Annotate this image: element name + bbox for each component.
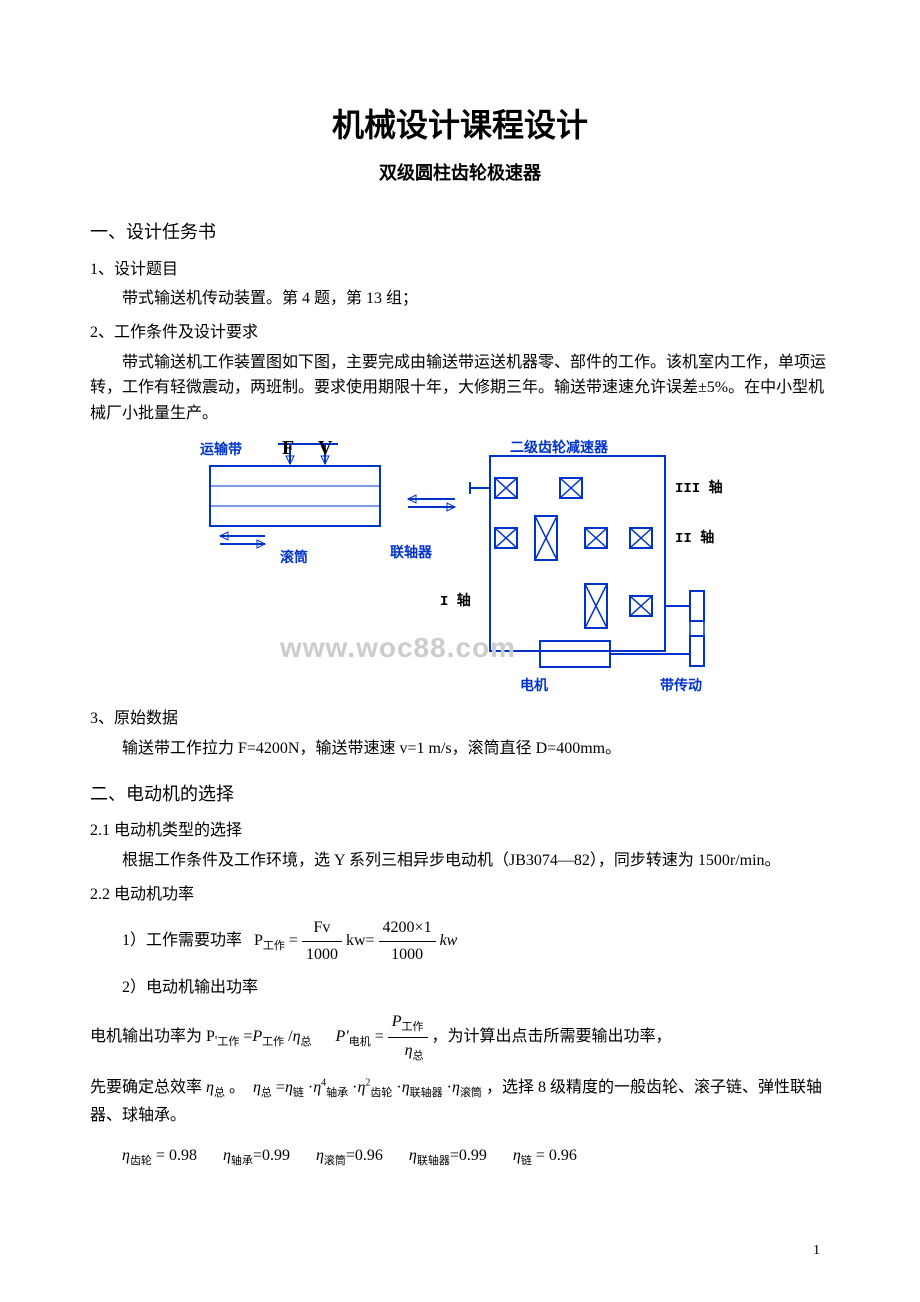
item-1-text: 带式输送机传动装置。第 4 题，第 13 组；: [90, 286, 830, 312]
f1-unit: kw: [346, 932, 366, 949]
eta-values: η齿轮 = 0.98 η轴承=0.99 η滚筒=0.96 η联轴器=0.99 η…: [122, 1143, 830, 1171]
f2-sub4: 电机: [349, 1036, 371, 1048]
f2-text-b: ，为计算出点击所需要输出功率，: [432, 1028, 672, 1045]
f3-drum: 滚筒: [460, 1088, 482, 1100]
label-coupling: 联轴器: [390, 541, 432, 563]
f1-den2: 1000: [379, 942, 436, 968]
item-3-text: 输送带工作拉力 F=4200N，输送带速速 v=1 m/s，滚筒直径 D=400…: [90, 736, 830, 762]
f2-sub1: 工作: [217, 1036, 239, 1048]
f3-sub-total: 总: [214, 1088, 225, 1100]
f3-period: 。: [229, 1079, 245, 1096]
f2-sub5: 工作: [402, 1021, 424, 1033]
formula-2-label: 2）电动机输出功率: [122, 975, 830, 1001]
item-3-label: 3、原始数据: [90, 706, 830, 732]
label-reducer: 二级齿轮减速器: [510, 436, 608, 458]
formula-2-body: 电机输出功率为 P'工作 =P工作 /η总 P'电机 = P工作 η总 ，为计算…: [90, 1009, 830, 1066]
formula-3-body: 先要确定总效率 η总 。 η总 =η链 ·η4轴承 ·η2齿轮 ·η联轴器 ·η…: [90, 1075, 830, 1128]
eta-gear-val: 0.98: [169, 1147, 197, 1164]
f1-lhs: P: [254, 932, 263, 949]
section-2-heading: 二、电动机的选择: [90, 780, 830, 809]
page-number: 1: [813, 1240, 820, 1262]
eta-coupling-label: 联轴器: [417, 1155, 450, 1167]
f3-text-a: 先要确定总效率: [90, 1079, 202, 1096]
s21-label: 2.1 电动机类型的选择: [90, 818, 830, 844]
label-shaft1: I 轴: [440, 591, 471, 613]
item-2-text: 带式输送机工作装置图如下图，主要完成由输送带运送机器零、部件的工作。该机室内工作…: [90, 350, 830, 427]
f1-num2: 4200×1: [379, 915, 436, 942]
f2-sub2: 工作: [262, 1036, 284, 1048]
f2-text-a: 电机输出功率为: [90, 1028, 202, 1045]
s22-label: 2.2 电动机功率: [90, 882, 830, 908]
item-1-label: 1、设计题目: [90, 257, 830, 283]
f1-num1: Fv: [302, 915, 342, 942]
watermark-text: www.woc88.com: [280, 626, 516, 671]
f1-sub: 工作: [263, 940, 285, 952]
label-shaft2: II 轴: [675, 528, 714, 550]
f3-gear: 齿轮: [370, 1088, 392, 1100]
label-shaft3: III 轴: [675, 478, 723, 500]
s21-text: 根据工作条件及工作环境，选 Y 系列三相异步电动机（JB3074—82），同步转…: [90, 848, 830, 874]
label-motor: 电机: [520, 674, 548, 696]
f3-chain: 链: [293, 1088, 304, 1100]
label-drum: 滚筒: [280, 546, 308, 568]
f2-sub3: 总: [301, 1036, 312, 1048]
document-title: 机械设计课程设计: [90, 100, 830, 151]
eta-chain-label: 链: [521, 1155, 532, 1167]
eta-drum-label: 滚筒: [324, 1155, 346, 1167]
f1-label: 1）工作需要功率: [122, 932, 242, 949]
label-velocity: V: [318, 432, 332, 464]
transmission-diagram: 运输带 F V 二级齿轮减速器 III 轴 II 轴 I 轴 滚筒 联轴器 电机…: [190, 436, 750, 696]
label-force: F: [282, 432, 294, 464]
label-belt: 运输带: [200, 438, 242, 460]
f2-label: 2）电动机输出功率: [122, 979, 258, 996]
eta-gear-label: 齿轮: [130, 1155, 152, 1167]
document-subtitle: 双级圆柱齿轮极速器: [90, 159, 830, 188]
f1-unit2: kw: [440, 932, 458, 949]
label-belt-drive: 带传动: [660, 674, 702, 696]
eta-chain-val: 0.96: [549, 1147, 577, 1164]
f3-coupling: 联轴器: [410, 1088, 443, 1100]
item-2-label: 2、工作条件及设计要求: [90, 320, 830, 346]
eta-drum-val: 0.96: [355, 1147, 383, 1164]
f3-t2: 总: [261, 1088, 272, 1100]
f3-bearing: 轴承: [326, 1088, 348, 1100]
eta-bearing-val: 0.99: [262, 1147, 290, 1164]
f2-sub6: 总: [413, 1050, 424, 1062]
eta-coupling-val: 0.99: [459, 1147, 487, 1164]
eta-bearing-label: 轴承: [231, 1155, 253, 1167]
f1-den1: 1000: [302, 942, 342, 968]
formula-1: 1）工作需要功率 P工作 = Fv1000 kw= 4200×11000 kw: [122, 915, 830, 967]
section-1-heading: 一、设计任务书: [90, 218, 830, 247]
